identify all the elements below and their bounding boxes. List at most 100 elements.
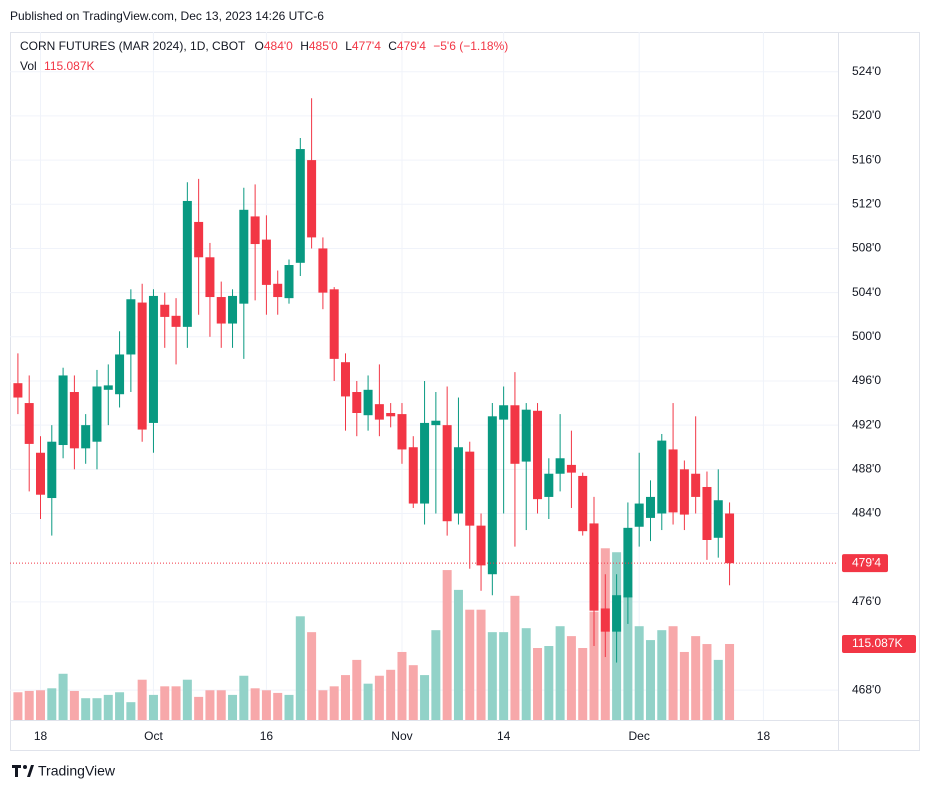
candle-body: [408, 447, 418, 504]
volume-bar: [69, 690, 79, 720]
candle-body: [216, 297, 226, 324]
candle-body: [679, 469, 689, 515]
y-tick-label: 468'0: [852, 682, 881, 696]
y-tick-label: 512'0: [852, 196, 881, 210]
volume-bar: [521, 628, 531, 720]
x-tick-label: 14: [497, 729, 511, 743]
x-tick-label: Nov: [391, 729, 412, 743]
volume-bar: [499, 632, 509, 720]
candle-body: [645, 496, 655, 518]
symbol: CORN FUTURES (MAR 2024), 1D, CBOT: [20, 39, 246, 53]
candle-body: [295, 149, 305, 263]
candle-body: [340, 362, 350, 397]
volume-bar: [24, 690, 34, 720]
candle-body: [442, 425, 452, 522]
volume-bar: [126, 702, 136, 720]
volume-bar: [103, 694, 113, 720]
volume-bar: [81, 698, 91, 720]
volume-label: 115.087K: [852, 636, 903, 650]
ohlc-key: L: [345, 39, 352, 53]
candle-body: [566, 464, 576, 473]
volume-bar: [160, 686, 170, 720]
candle-body: [668, 449, 678, 513]
volume-bar: [634, 626, 644, 720]
candle-body: [702, 486, 712, 540]
y-tick-label: 520'0: [852, 108, 881, 122]
x-tick-label: Dec: [629, 729, 650, 743]
candle-body: [307, 160, 317, 238]
candle-body: [374, 404, 384, 420]
candle-body: [487, 416, 497, 575]
volume-bar: [92, 698, 102, 720]
volume-bar: [239, 675, 249, 720]
candle-body: [35, 452, 45, 495]
candle-body: [205, 257, 215, 298]
volume-label-box: [842, 634, 916, 653]
volume-value: 115.087K: [44, 59, 95, 73]
candle-body: [148, 295, 158, 423]
volume-bar: [182, 679, 192, 720]
candle-body: [92, 386, 102, 442]
volume-bar: [408, 665, 418, 720]
candle-body: [182, 200, 192, 327]
candle-body: [555, 458, 565, 474]
candle-body: [69, 392, 79, 449]
volume-bar: [318, 690, 328, 720]
volume-bar: [228, 694, 238, 720]
y-tick-label: 488'0: [852, 461, 881, 475]
last-price-box: [842, 554, 888, 573]
candle-body: [465, 451, 475, 526]
x-tick-label: 18: [757, 729, 771, 743]
candle-body: [329, 289, 339, 359]
volume-bar: [420, 675, 430, 720]
ohlc-key: H: [300, 39, 309, 53]
candle-body: [160, 304, 170, 317]
candle-body: [47, 441, 57, 499]
candle-body: [533, 410, 543, 500]
candle-body: [194, 221, 204, 258]
plot: 468'0 476'0 484'0 488'0 492'0 496'0 500'0 504'0…: [10, 32, 916, 743]
ohlc-value: 485'0: [309, 39, 338, 53]
volume-bar: [273, 692, 283, 720]
volume-bar: [284, 694, 294, 720]
volume-bar: [442, 570, 452, 720]
candle-body: [544, 473, 554, 497]
candle-body: [103, 385, 113, 390]
logo: [12, 765, 34, 777]
y-tick-label: 492'0: [852, 417, 881, 431]
last-price-label: 479'4: [852, 555, 881, 569]
candle-body: [612, 595, 622, 632]
volume-bar: [194, 696, 204, 720]
x-tick-label: 16: [260, 729, 274, 743]
brand: TradingView: [38, 763, 116, 779]
volume-bar: [702, 644, 712, 720]
x-tick-label: 18: [34, 729, 48, 743]
volume-bar: [679, 651, 689, 720]
candle-body: [318, 248, 328, 293]
volume-bar: [261, 690, 271, 720]
volume-legend: Vol 115.087K: [20, 59, 95, 73]
candle-body: [386, 412, 396, 417]
candle-body: [578, 475, 588, 532]
volume-key: Vol: [20, 59, 37, 73]
volume-bar: [307, 632, 317, 720]
volume-bar: [352, 659, 362, 720]
volume-bar: [13, 692, 23, 720]
candle-body: [363, 389, 373, 416]
candle-body: [657, 440, 667, 514]
candle-body: [713, 500, 723, 538]
candle-body: [623, 527, 633, 598]
candle-body: [510, 405, 520, 464]
volume-bar: [691, 636, 701, 720]
ohlc-key: O: [255, 39, 264, 53]
volume-bar: [397, 651, 407, 720]
candle-body: [453, 447, 463, 514]
volume-bar: [431, 630, 441, 720]
volume-bar: [544, 646, 554, 720]
volume-bar: [533, 648, 543, 720]
candle-body: [420, 422, 430, 504]
volume-bar: [47, 688, 57, 720]
candle-body: [228, 295, 238, 324]
candle-body: [476, 525, 486, 566]
candle-body: [24, 403, 34, 444]
